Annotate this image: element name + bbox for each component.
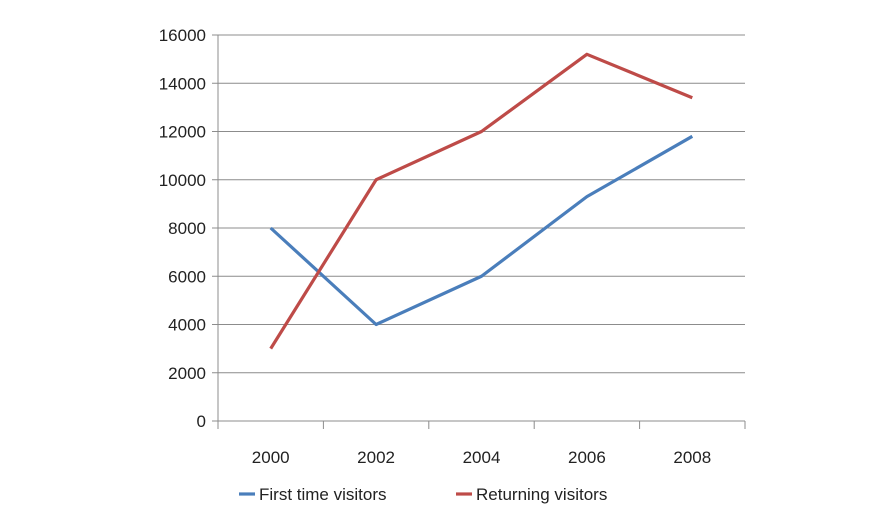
y-tick-label: 16000: [159, 26, 206, 45]
x-tick-label: 2004: [463, 448, 501, 467]
axes: [212, 34, 746, 429]
y-tick-label: 14000: [159, 74, 206, 93]
y-tick-label: 0: [197, 412, 206, 431]
legend-label: First time visitors: [259, 485, 387, 504]
series-line-1: [269, 52, 693, 350]
x-tick-label: 2008: [673, 448, 711, 467]
legend: First time visitors Returning visitors: [239, 485, 607, 504]
series-lines: [269, 52, 694, 350]
x-tick-label: 2006: [568, 448, 606, 467]
x-axis-ticks: 2000 2002 2004 2006 2008: [252, 448, 711, 467]
y-tick-label: 10000: [159, 171, 206, 190]
y-tick-label: 8000: [168, 219, 206, 238]
x-tick-label: 2000: [252, 448, 290, 467]
y-tick-label: 12000: [159, 123, 206, 142]
y-axis-ticks: 0 2000 4000 6000 8000 10000 12000 14000 16000: [159, 26, 206, 431]
y-tick-label: 2000: [168, 364, 206, 383]
series-line-0: [269, 134, 694, 327]
y-tick-label: 6000: [168, 267, 206, 286]
y-tick-label: 4000: [168, 316, 206, 335]
x-tick-label: 2002: [357, 448, 395, 467]
legend-label: Returning visitors: [476, 485, 607, 504]
